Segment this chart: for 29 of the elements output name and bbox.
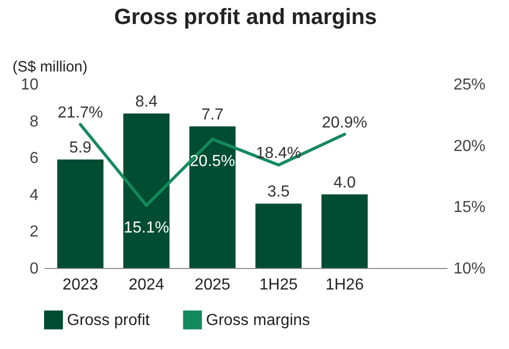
data-label: 20.9% — [322, 114, 368, 132]
chart-title: Gross profit and margins — [114, 4, 377, 29]
data-label: 21.7% — [58, 104, 104, 122]
data-label: 20.5% — [190, 153, 236, 170]
data-label: 15.1% — [124, 219, 170, 236]
y2-tick-label: 15% — [454, 199, 486, 216]
y-tick-label: 8 — [30, 113, 39, 130]
y-axis-title: (S$ million) — [12, 58, 88, 76]
data-label: 3.5 — [267, 184, 290, 201]
data-label: 5.9 — [69, 139, 92, 156]
x-tick-label: 1H26 — [325, 276, 364, 294]
legend-label: Gross margins — [206, 312, 310, 329]
data-label: 8.4 — [135, 93, 158, 110]
y2-tick-label: 20% — [454, 138, 486, 155]
x-tick-label: 1H25 — [259, 276, 298, 294]
y-tick-label: 10 — [20, 76, 39, 94]
x-tick-label: 2023 — [62, 276, 98, 294]
y-tick-label: 2 — [30, 224, 39, 241]
y-tick-label: 6 — [30, 150, 39, 168]
data-label: 4.0 — [333, 174, 356, 192]
legend-label: Gross profit — [67, 312, 150, 329]
data-label: 7.7 — [201, 106, 224, 124]
data-label: 18.4% — [256, 144, 302, 162]
y-tick-label: 4 — [30, 186, 39, 204]
y2-tick-label: 10% — [454, 260, 486, 278]
y2-tick-label: 25% — [454, 76, 486, 94]
x-tick-label: 2024 — [128, 276, 164, 294]
y-tick-label: 0 — [30, 260, 39, 278]
x-tick-label: 2025 — [194, 276, 230, 294]
